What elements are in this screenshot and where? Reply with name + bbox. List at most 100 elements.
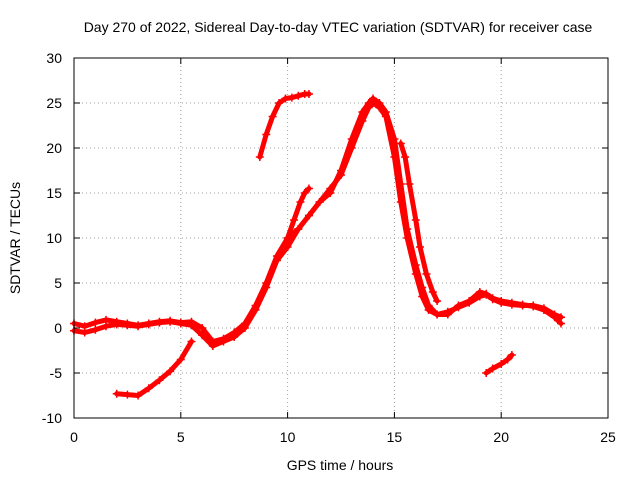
chart-title: Day 270 of 2022, Sidereal Day-to-day VTE… <box>84 19 593 35</box>
data-point <box>166 317 175 326</box>
data-point <box>155 376 164 385</box>
data-point <box>255 153 264 161</box>
data-point <box>262 130 271 139</box>
data-point <box>294 91 303 100</box>
data-point <box>281 94 290 103</box>
series-track-e-markers <box>112 337 196 400</box>
data-point <box>411 261 420 269</box>
data-point <box>283 243 292 251</box>
x-tick-label: 0 <box>70 429 78 445</box>
data-point <box>198 324 207 332</box>
x-tick-label: 20 <box>493 429 509 445</box>
data-point <box>155 318 164 327</box>
data-point <box>80 328 89 337</box>
data-point <box>187 321 196 330</box>
data-point <box>198 331 207 340</box>
data-point <box>416 243 425 251</box>
series-group <box>70 90 566 400</box>
data-point <box>497 360 506 368</box>
data-point <box>529 302 538 311</box>
data-point <box>433 297 442 305</box>
series-track-c <box>398 141 440 304</box>
data-point <box>507 351 516 359</box>
series-track-a <box>71 100 564 344</box>
series-track-g-markers <box>283 184 313 242</box>
data-point <box>144 384 153 393</box>
data-point <box>287 93 296 102</box>
data-point <box>418 283 427 292</box>
data-point <box>550 313 559 322</box>
x-tick-label: 10 <box>280 429 296 445</box>
data-point <box>268 112 277 121</box>
data-point <box>144 320 153 329</box>
data-point <box>454 301 463 310</box>
y-tick-label: 0 <box>54 320 62 336</box>
data-point <box>396 180 405 188</box>
data-point <box>422 270 431 278</box>
data-point <box>364 99 373 107</box>
data-point <box>405 180 414 188</box>
y-tick-label: 15 <box>46 185 62 201</box>
data-point <box>176 319 185 328</box>
data-point <box>134 322 143 331</box>
y-tick-label: -10 <box>42 410 62 426</box>
data-point <box>539 306 548 314</box>
y-tick-label: 25 <box>46 95 62 111</box>
data-point <box>166 367 175 376</box>
series-track-b-markers <box>70 94 566 350</box>
data-point <box>326 189 335 197</box>
data-point <box>337 166 345 175</box>
series-track-d <box>257 91 312 160</box>
data-point <box>219 337 228 346</box>
data-point <box>488 294 497 303</box>
data-point <box>396 139 405 148</box>
data-point <box>176 355 185 364</box>
data-point <box>503 355 512 364</box>
data-point <box>465 297 474 305</box>
data-point <box>375 99 384 107</box>
y-tick-label: 20 <box>46 140 62 156</box>
data-point <box>428 288 437 296</box>
data-point <box>315 198 324 206</box>
data-point <box>381 108 390 116</box>
data-point <box>112 320 121 329</box>
x-axis-title: GPS time / hours <box>287 457 394 473</box>
data-point <box>358 108 367 116</box>
x-tick-label: 15 <box>387 429 403 445</box>
data-point <box>134 391 143 400</box>
y-tick-label: -5 <box>50 365 63 381</box>
y-axis-title: SDTVAR / TECUs <box>7 182 23 294</box>
data-point <box>187 337 196 346</box>
y-tick-label: 30 <box>46 50 62 66</box>
series-track-e <box>114 339 194 398</box>
y-tick-label: 10 <box>46 230 62 246</box>
data-point <box>123 390 132 399</box>
data-point <box>91 318 100 327</box>
data-point <box>283 234 292 242</box>
series-track-a-markers <box>70 99 566 346</box>
series-track-c-markers <box>396 139 442 305</box>
data-point <box>296 198 305 206</box>
y-tick-label: 5 <box>54 275 62 291</box>
data-point <box>411 216 420 224</box>
data-point <box>91 325 100 334</box>
data-point <box>557 319 566 328</box>
data-point <box>347 135 356 143</box>
data-point <box>112 389 121 398</box>
data-point <box>424 301 433 310</box>
data-point <box>304 211 313 220</box>
data-point <box>251 306 260 314</box>
data-point <box>433 310 442 319</box>
data-point <box>290 216 299 224</box>
data-point <box>123 321 132 330</box>
data-point <box>240 324 249 332</box>
axis-ticks <box>73 57 609 419</box>
data-point <box>304 184 313 193</box>
data-point <box>482 289 491 298</box>
grid <box>74 58 608 418</box>
data-point <box>300 189 309 197</box>
data-point <box>230 333 239 341</box>
data-point <box>304 90 313 98</box>
data-point <box>401 153 410 161</box>
